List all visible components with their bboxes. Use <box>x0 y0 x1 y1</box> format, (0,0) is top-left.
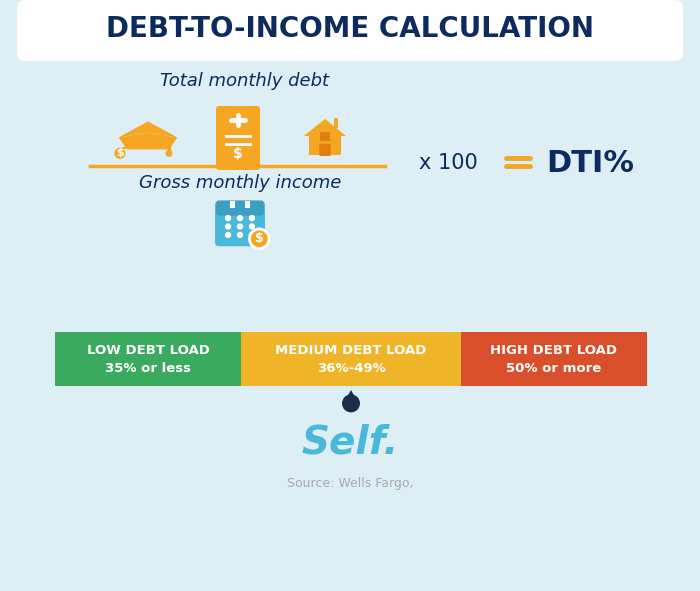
Circle shape <box>225 232 230 238</box>
FancyBboxPatch shape <box>216 106 260 170</box>
Text: MEDIUM DEBT LOAD: MEDIUM DEBT LOAD <box>275 343 427 356</box>
Text: 50% or more: 50% or more <box>506 362 601 375</box>
Polygon shape <box>309 136 342 155</box>
Bar <box>333 118 338 128</box>
FancyBboxPatch shape <box>55 332 647 386</box>
Circle shape <box>342 394 360 413</box>
Circle shape <box>249 232 254 238</box>
Circle shape <box>249 224 254 229</box>
Text: DTI%: DTI% <box>546 148 634 177</box>
Bar <box>219 203 261 212</box>
Bar <box>461 332 647 386</box>
FancyBboxPatch shape <box>17 0 683 61</box>
Text: 36%-49%: 36%-49% <box>316 362 386 375</box>
Bar <box>55 332 241 386</box>
Circle shape <box>166 151 172 156</box>
Polygon shape <box>118 121 177 137</box>
Text: Gross monthly income: Gross monthly income <box>139 174 341 192</box>
Text: $: $ <box>116 148 124 158</box>
FancyBboxPatch shape <box>319 144 331 156</box>
Circle shape <box>237 232 242 238</box>
Text: x 100: x 100 <box>419 153 477 173</box>
FancyBboxPatch shape <box>215 202 265 246</box>
Text: Source: Wells Fargo,: Source: Wells Fargo, <box>287 478 413 491</box>
Bar <box>230 200 235 207</box>
Circle shape <box>114 148 125 159</box>
Circle shape <box>237 224 242 229</box>
Text: Total monthly debt: Total monthly debt <box>160 72 330 90</box>
Text: DEBT-TO-INCOME CALCULATION: DEBT-TO-INCOME CALCULATION <box>106 15 594 43</box>
Circle shape <box>225 216 230 220</box>
Text: Self.: Self. <box>302 424 398 462</box>
FancyBboxPatch shape <box>55 332 77 386</box>
Circle shape <box>237 216 242 220</box>
Bar <box>245 200 250 207</box>
Circle shape <box>249 229 269 249</box>
Circle shape <box>225 224 230 229</box>
FancyBboxPatch shape <box>625 332 647 386</box>
Text: $: $ <box>233 147 243 161</box>
Bar <box>241 332 461 386</box>
Circle shape <box>249 216 254 220</box>
Polygon shape <box>304 119 346 136</box>
Text: 35% or less: 35% or less <box>105 362 191 375</box>
Polygon shape <box>118 132 177 150</box>
Text: HIGH DEBT LOAD: HIGH DEBT LOAD <box>490 343 617 356</box>
Text: $: $ <box>255 232 264 245</box>
Bar <box>320 132 330 141</box>
FancyBboxPatch shape <box>216 200 264 216</box>
Text: LOW DEBT LOAD: LOW DEBT LOAD <box>87 343 210 356</box>
Polygon shape <box>344 390 358 404</box>
